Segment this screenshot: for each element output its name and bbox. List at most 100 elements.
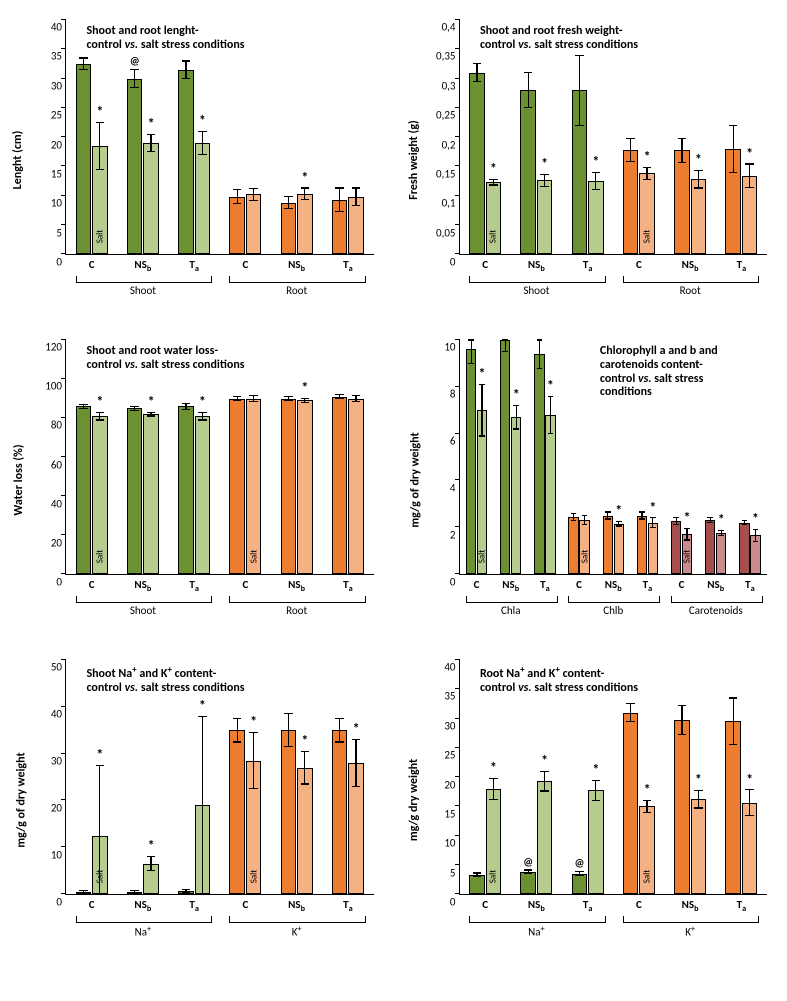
chart-title: Shoot and root water loss-control vs. sa… xyxy=(84,344,246,374)
y-tick-label: 40 xyxy=(426,661,456,674)
error-cap xyxy=(130,892,138,893)
error-bar xyxy=(83,58,84,70)
error-cap xyxy=(301,187,309,188)
error-bar xyxy=(304,188,305,200)
y-axis-label: mg/g of dry weight xyxy=(408,432,422,527)
bar xyxy=(671,521,681,574)
x-tick-label: Ta xyxy=(189,898,199,914)
bar xyxy=(332,730,347,894)
y-tick-label: 15 xyxy=(426,807,456,820)
x-tick-label: Ta xyxy=(540,578,550,594)
y-tick-mark xyxy=(455,776,460,777)
error-cap xyxy=(249,395,257,396)
error-cap xyxy=(233,400,241,401)
group-brace-label: Carotenoids xyxy=(689,604,743,617)
error-bar xyxy=(185,61,186,79)
x-tick-label: NSb xyxy=(288,258,305,274)
bar xyxy=(545,415,555,574)
panel-fresh_weight: Fresh weight (g)Shoot and root fresh wei… xyxy=(404,10,778,310)
y-tick-label: 35 xyxy=(32,50,62,63)
error-cap xyxy=(473,63,481,64)
x-tick-label: C xyxy=(89,578,95,591)
error-cap xyxy=(639,518,645,519)
group-brace xyxy=(76,596,212,603)
error-cap xyxy=(548,433,554,434)
error-cap xyxy=(678,734,686,735)
bar xyxy=(195,143,210,254)
error-cap xyxy=(643,167,651,168)
significance-at: @ xyxy=(523,855,533,868)
bar xyxy=(297,194,312,254)
error-bar xyxy=(698,170,699,188)
error-cap xyxy=(684,528,690,529)
error-cap xyxy=(513,405,519,406)
error-cap xyxy=(147,134,155,135)
error-cap xyxy=(616,525,622,526)
y-tick-mark xyxy=(455,224,460,225)
y-tick-mark xyxy=(61,573,66,574)
y-tick-mark xyxy=(455,893,460,894)
group-brace xyxy=(469,916,605,923)
bar xyxy=(348,399,363,575)
x-tick-label: NSb xyxy=(528,258,545,274)
y-tick-label: 0,1 xyxy=(426,197,456,210)
error-cap xyxy=(301,402,309,403)
y-tick-label: 8 xyxy=(426,388,456,401)
bar xyxy=(674,150,689,254)
error-cap xyxy=(575,125,583,126)
error-bar xyxy=(202,131,203,154)
error-cap xyxy=(626,703,634,704)
y-axis-label: Lenght (cm) xyxy=(11,131,25,190)
chart-title: Chlorophyll a and b andcarotenoids conte… xyxy=(598,344,720,401)
y-tick-label: 30 xyxy=(32,755,62,768)
y-axis-label: mg/g dry weight xyxy=(407,759,421,841)
error-bar xyxy=(755,530,756,542)
x-tick-label: NSb xyxy=(134,258,151,274)
x-tick-label: C xyxy=(242,578,248,591)
error-bar xyxy=(339,719,340,742)
error-cap xyxy=(626,138,634,139)
y-tick-mark xyxy=(455,526,460,527)
error-cap xyxy=(301,199,309,200)
error-cap xyxy=(473,81,481,82)
error-cap xyxy=(335,211,343,212)
bar xyxy=(469,875,484,894)
significance-star: * xyxy=(301,379,308,396)
y-tick-mark xyxy=(61,846,66,847)
error-cap xyxy=(729,125,737,126)
y-axis-label: mg/g of dry weight xyxy=(15,752,29,847)
x-tick-label: NSb xyxy=(605,578,622,594)
error-cap xyxy=(352,786,360,787)
x-tick-label: Ta xyxy=(189,578,199,594)
bar xyxy=(143,143,158,254)
error-bar xyxy=(288,714,289,747)
error-cap xyxy=(592,800,600,801)
error-bar xyxy=(550,396,551,433)
bar xyxy=(281,203,296,254)
error-cap xyxy=(233,203,241,204)
bar xyxy=(623,150,638,254)
significance-star: * xyxy=(479,365,486,382)
y-tick-label: 35 xyxy=(426,690,456,703)
panel-shoot_nak: mg/g of dry weightShoot Na+ and K+ conte… xyxy=(10,650,384,950)
error-cap xyxy=(249,732,257,733)
bar xyxy=(511,417,521,574)
significance-star: * xyxy=(250,713,257,730)
x-tick-label: Ta xyxy=(583,258,593,274)
significance-star: * xyxy=(199,697,206,714)
x-tick-label: C xyxy=(482,898,488,911)
error-cap xyxy=(96,893,104,894)
error-bar xyxy=(595,172,596,190)
panel-root_nak: mg/g dry weightRoot Na+ and K+ content-c… xyxy=(404,650,778,950)
error-cap xyxy=(537,368,543,369)
error-cap xyxy=(718,535,724,536)
error-cap xyxy=(678,162,686,163)
error-cap xyxy=(147,151,155,152)
error-cap xyxy=(335,398,343,399)
bar xyxy=(195,416,210,574)
error-cap xyxy=(284,400,292,401)
bar xyxy=(623,713,638,894)
error-cap xyxy=(745,187,753,188)
error-cap xyxy=(684,539,690,540)
error-bar xyxy=(237,719,238,742)
